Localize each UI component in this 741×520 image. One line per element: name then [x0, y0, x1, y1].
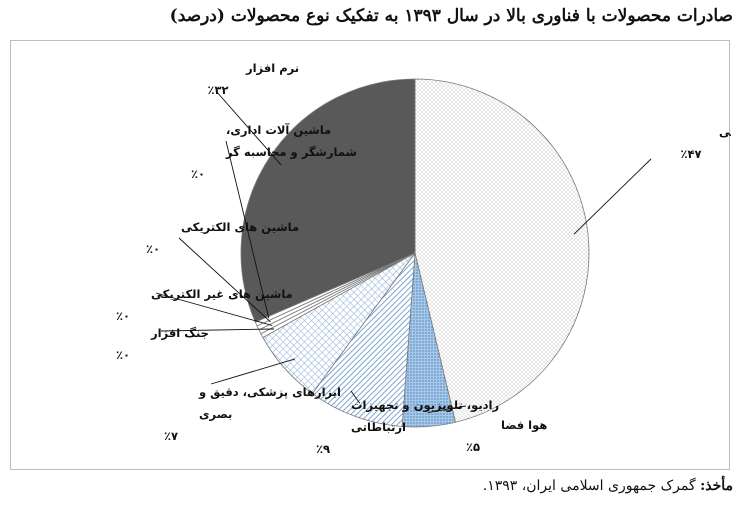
- slice-value-label-2: ٪۹: [316, 442, 330, 456]
- leader-line-4: [160, 328, 275, 332]
- leader-line-1: [427, 405, 467, 414]
- slice-label-2-line-0: رادیو، تلویزیون و تجهیزات: [351, 398, 499, 413]
- slice-value-label-0: ٪۴۷: [680, 147, 701, 161]
- leader-line-7: [225, 140, 270, 319]
- source-note: مأخذ: گمرک جمهوری اسلامی ایران، ۱۳۹۳.: [8, 478, 733, 494]
- slice-label-3-line-1: بصری: [199, 407, 232, 421]
- slice-label-7-line-1: شمارشگر و محاسبه گر: [225, 145, 357, 160]
- source-label: مأخذ:: [700, 478, 733, 494]
- slice-value-label-5: ٪۰: [116, 309, 130, 323]
- leader-line-8: [215, 90, 282, 166]
- slice-value-label-4: ٪۰: [116, 348, 130, 362]
- slice-value-label-1: ٪۵: [466, 440, 480, 454]
- pie-slice-0: [414, 78, 590, 423]
- chart-frame: داروسازی و شیمی ٪۴۷ هوا فضا ٪۵ رادیو، تلویزی…: [10, 40, 741, 470]
- slice-value-label-6: ٪۰: [146, 242, 160, 256]
- slice-label-0-line-0: داروسازی و شیمی: [719, 125, 731, 140]
- pie-slice-2: [311, 251, 416, 427]
- pie-chart: داروسازی و شیمی ٪۴۷ هوا فضا ٪۵ رادیو، تلویزی…: [116, 61, 741, 456]
- slice-label-6-line-0: ماشین های الکتریکی: [181, 220, 299, 234]
- slice-label-7-line-0: ماشین آلات اداری،: [226, 123, 331, 137]
- pie-slice-8: [240, 78, 416, 323]
- slice-value-label-8: ٪۳۲: [207, 83, 228, 97]
- leader-line-0: [573, 158, 652, 235]
- slice-label-3-line-0: ابزارهای پزشکی، دقیق و: [198, 385, 341, 400]
- leader-line-6: [178, 237, 271, 323]
- leader-line-3: [210, 358, 296, 385]
- chart-title: صادرات محصولات با فناوری بالا در سال ۱۳۹…: [169, 6, 733, 26]
- slice-label-5-line-0: ماشین های غیر الکتریکی: [151, 287, 293, 301]
- slice-value-label-7: ٪۰: [191, 167, 205, 181]
- slice-value-label-3: ٪۷: [164, 429, 178, 443]
- slice-label-4-line-0: جنگ افزار: [150, 326, 209, 340]
- slice-label-8-line-0: نرم افزار: [245, 61, 299, 75]
- slice-label-2-line-1: ارتباطاتی: [351, 420, 406, 434]
- leader-line-5: [155, 292, 273, 326]
- slice-label-1-line-0: هوا فضا: [501, 418, 547, 433]
- source-text: گمرک جمهوری اسلامی ایران، ۱۳۹۳.: [482, 478, 696, 494]
- leader-line-2: [350, 390, 361, 404]
